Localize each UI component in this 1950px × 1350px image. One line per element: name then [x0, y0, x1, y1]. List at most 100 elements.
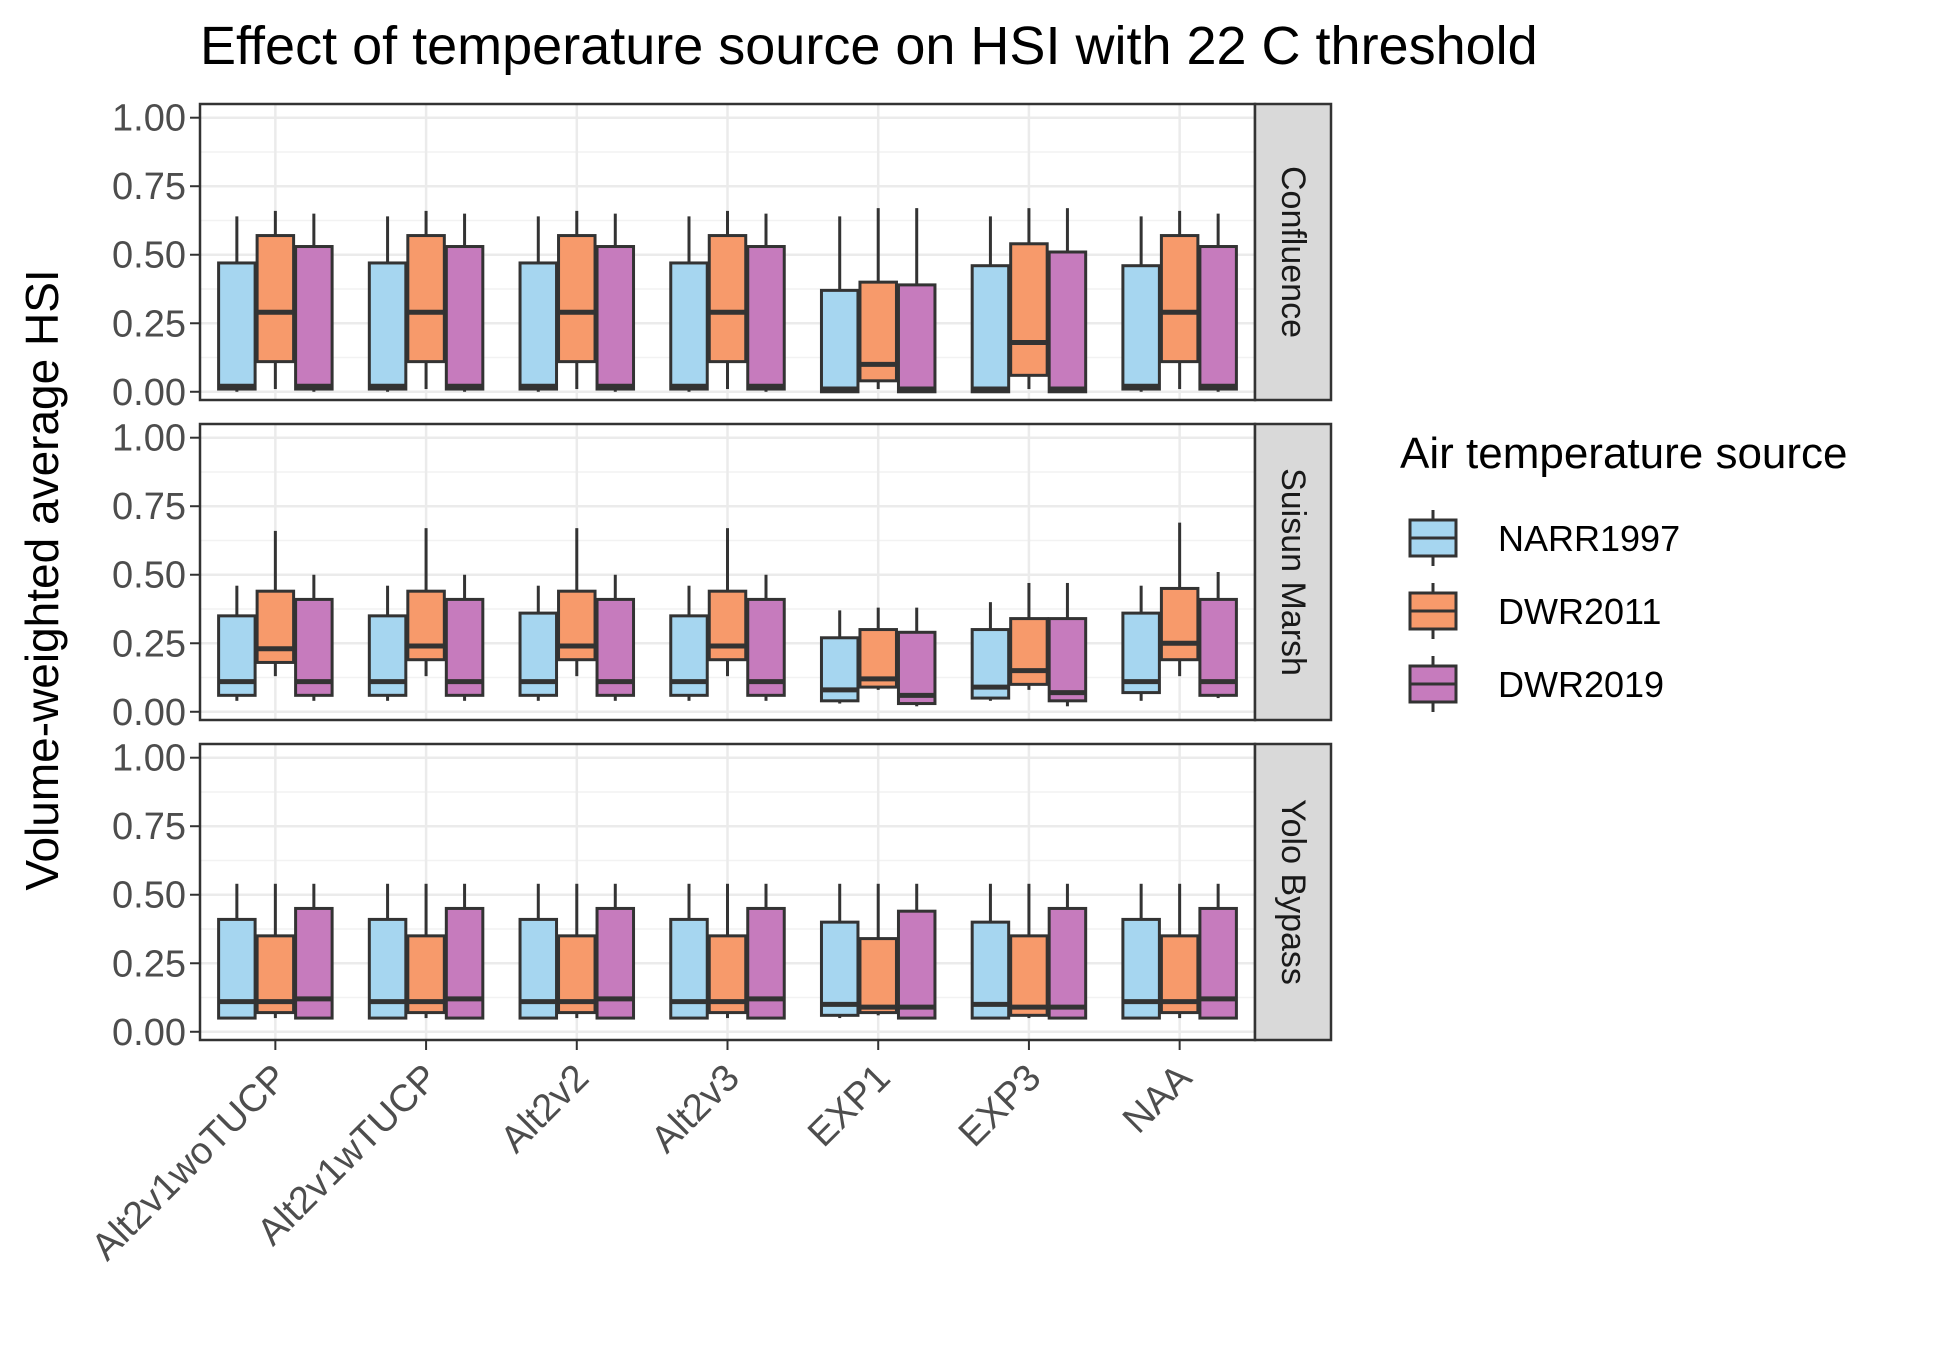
iqr-box [746, 245, 786, 391]
facet-strip-label: Suisun Marsh [1274, 468, 1312, 676]
iqr-box [294, 906, 334, 1020]
iqr-box [819, 288, 860, 394]
box-confluence-naa-narr1997 [1121, 216, 1161, 392]
facet-panel-confluence: 0.00 0.25 0.50 0.75 1.00 Confluence [112, 98, 1333, 414]
box-suisun-marsh-exp1-dwr2019 [896, 607, 937, 707]
box-suisun-marsh-exp1-dwr2011 [858, 607, 898, 690]
y-tick-label: 1.00 [112, 418, 186, 460]
legend-label: DWR2019 [1498, 664, 1664, 705]
y-tick-label: 0.25 [112, 623, 186, 665]
facet-strip [1253, 102, 1333, 402]
box-yolo-bypass-alt2v3-dwr2011 [707, 883, 748, 1019]
box-suisun-marsh-exp3-dwr2019 [1047, 582, 1088, 707]
box-yolo-bypass-naa-dwr2019 [1198, 883, 1238, 1020]
facet-panel-yolo-bypass: 0.00 0.25 0.50 0.75 1.00 Yolo Bypass [112, 738, 1333, 1054]
box-confluence-alt2v1wtucp-narr1997 [367, 216, 408, 392]
box-yolo-bypass-exp3-dwr2011 [1009, 883, 1049, 1019]
box-confluence-alt2v2-narr1997 [518, 216, 559, 392]
iqr-box [746, 906, 786, 1020]
box-yolo-bypass-alt2v1wotucp-narr1997 [217, 883, 257, 1020]
y-tick-label: 0.00 [112, 1012, 186, 1054]
box-yolo-bypass-exp3-narr1997 [970, 883, 1011, 1020]
x-tick-label: NAA [1115, 1056, 1200, 1141]
iqr-box [1159, 234, 1200, 364]
x-tick-label: EXP3 [951, 1057, 1049, 1155]
iqr-box [1159, 586, 1200, 662]
y-tick-label: 1.00 [112, 98, 186, 140]
box-confluence-exp3-narr1997 [970, 216, 1011, 394]
x-tick-label: EXP1 [800, 1057, 898, 1155]
box-yolo-bypass-exp1-narr1997 [819, 883, 860, 1019]
legend-item-narr1997: NARR1997 [1408, 510, 1680, 566]
facet-panel-suisun-marsh: 0.00 0.25 0.50 0.75 1.00 Suisun Marsh [112, 418, 1333, 734]
facet-strip-label: Yolo Bypass [1274, 799, 1312, 985]
legend-item-dwr2011: DWR2011 [1408, 583, 1661, 639]
iqr-box [669, 261, 709, 391]
iqr-box [970, 264, 1011, 394]
box-confluence-naa-dwr2019 [1198, 213, 1238, 392]
box-yolo-bypass-alt2v1wtucp-narr1997 [367, 883, 408, 1020]
iqr-box [1198, 245, 1238, 391]
iqr-box [1009, 934, 1049, 1017]
box-suisun-marsh-alt2v2-dwr2011 [557, 528, 597, 677]
iqr-box [595, 245, 636, 391]
box-yolo-bypass-naa-narr1997 [1121, 883, 1161, 1020]
box-yolo-bypass-alt2v3-dwr2019 [746, 883, 786, 1020]
box-yolo-bypass-alt2v1wotucp-dwr2011 [255, 883, 296, 1019]
box-confluence-exp1-dwr2019 [896, 208, 937, 394]
y-tick-label: 0.75 [112, 166, 186, 208]
y-tick-label: 0.75 [112, 806, 186, 848]
iqr-box [1047, 250, 1088, 394]
box-confluence-alt2v1wotucp-narr1997 [217, 216, 257, 392]
iqr-box [1009, 617, 1049, 686]
box-yolo-bypass-alt2v3-narr1997 [669, 883, 709, 1020]
y-tick-label: 0.25 [112, 943, 186, 985]
facet-strip [1253, 422, 1333, 722]
box-confluence-naa-dwr2011 [1159, 210, 1200, 390]
chart-title: Effect of temperature source on HSI with… [200, 16, 1538, 76]
legend-item-dwr2019: DWR2019 [1408, 656, 1664, 712]
box-confluence-alt2v3-narr1997 [669, 216, 709, 392]
iqr-box [294, 245, 334, 391]
x-tick-label: Alt2v2 [493, 1057, 597, 1161]
box-yolo-bypass-alt2v1wtucp-dwr2019 [444, 883, 485, 1020]
legend-title: Air temperature source [1400, 429, 1848, 478]
box-confluence-exp3-dwr2011 [1009, 208, 1049, 390]
box-suisun-marsh-naa-dwr2019 [1198, 572, 1238, 699]
y-tick-label: 0.75 [112, 486, 186, 528]
iqr-box [896, 909, 937, 1020]
iqr-box [518, 261, 559, 391]
box-suisun-marsh-alt2v1wotucp-dwr2011 [255, 530, 296, 677]
box-confluence-exp3-dwr2019 [1047, 208, 1088, 394]
iqr-box [217, 261, 257, 391]
iqr-box [406, 234, 446, 364]
box-suisun-marsh-alt2v3-narr1997 [669, 585, 709, 701]
iqr-box [896, 283, 937, 394]
iqr-box [858, 937, 898, 1015]
iqr-box [1047, 906, 1088, 1020]
box-confluence-alt2v2-dwr2019 [595, 213, 636, 392]
box-suisun-marsh-exp1-narr1997 [819, 610, 860, 704]
box-suisun-marsh-alt2v3-dwr2011 [707, 528, 748, 677]
box-suisun-marsh-alt2v1wotucp-dwr2019 [294, 574, 334, 701]
legend-label: DWR2011 [1498, 591, 1661, 632]
box-confluence-alt2v3-dwr2011 [707, 210, 748, 390]
box-confluence-alt2v1wotucp-dwr2019 [294, 213, 334, 392]
box-yolo-bypass-alt2v2-dwr2019 [595, 883, 636, 1020]
iqr-box [1047, 617, 1088, 703]
box-yolo-bypass-exp3-dwr2019 [1047, 883, 1088, 1020]
box-suisun-marsh-alt2v2-dwr2019 [595, 574, 636, 701]
legend-label: NARR1997 [1498, 518, 1680, 559]
box-yolo-bypass-alt2v2-narr1997 [518, 883, 559, 1020]
box-confluence-exp1-dwr2011 [858, 208, 898, 390]
box-confluence-alt2v1wotucp-dwr2011 [255, 210, 296, 390]
box-suisun-marsh-exp3-dwr2011 [1009, 582, 1049, 690]
y-tick-label: 0.50 [112, 235, 186, 277]
box-yolo-bypass-alt2v1wotucp-dwr2019 [294, 883, 334, 1020]
iqr-box [255, 589, 296, 664]
facet-strip-label: Confluence [1274, 166, 1312, 338]
y-axis-title: Volume-weighted average HSI [16, 269, 68, 890]
facet-panels: 0.000.250.500.751.00Confluence0.000.250.… [112, 98, 1333, 1054]
